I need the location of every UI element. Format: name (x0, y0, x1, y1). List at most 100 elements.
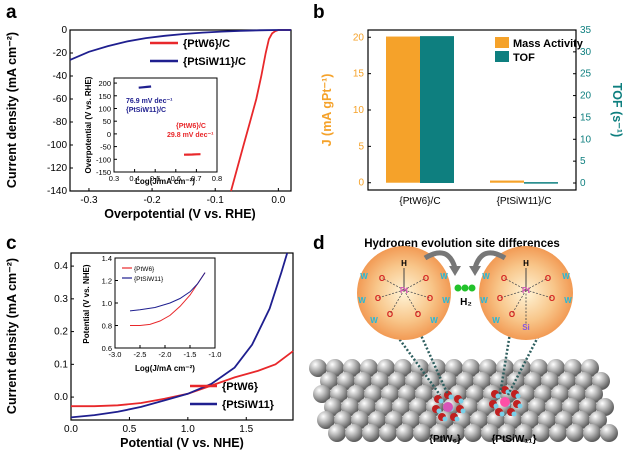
cluster-w-atom (511, 411, 517, 417)
chart-c-inset-ytick-label: 1.0 (102, 299, 112, 308)
chart-b-ytick-right-label: 5 (580, 156, 586, 167)
chart-a-inset-xtick-label: 0.7 (191, 174, 201, 183)
chart-b-ytick-right-label: 30 (580, 47, 592, 58)
left-zoom-connector (393, 332, 442, 396)
chart-a-inset-series-line-0 (138, 85, 152, 89)
h-atom-icon (454, 284, 462, 292)
chart-a-inset-ytick-label: 200 (98, 79, 111, 88)
chart-c-inset-xtick-label: -1.0 (209, 350, 222, 359)
chart-a-inset-ytick-label: -150 (96, 168, 111, 177)
chart-a-inset-ytick-label: -50 (100, 143, 111, 152)
chart-c-ytick-label: 0.4 (54, 261, 68, 272)
cluster-w-atom (458, 398, 464, 404)
chart-c-xtick-label: 1.0 (181, 424, 195, 435)
legend-b-swatch-tof (495, 51, 509, 62)
o-atom-label: O (549, 294, 555, 303)
chart-b-ytick-right-label: 20 (580, 91, 592, 102)
chart-c-series-line-0 (71, 350, 294, 408)
surface-atom (345, 424, 363, 442)
chart-a-inset-xtick-label: 0.8 (212, 174, 222, 183)
inset-a-annotation-ptw6-slope: 29.8 mV dec⁻¹ (167, 132, 214, 139)
chart-c-xtick-label: 0.0 (64, 424, 78, 435)
chart-a-inset-ytick-label: 150 (98, 92, 111, 101)
bond-line (403, 289, 431, 299)
w-atom-label: W (430, 316, 438, 325)
right-arrow-icon (472, 250, 507, 269)
chart-c-inset-xtick-label: -3.0 (109, 350, 122, 359)
h-atom-label: H (401, 259, 407, 268)
cluster-w-atom (448, 394, 454, 400)
legend-b-label-mass-activity: Mass Activity (513, 38, 584, 50)
surface-atom (430, 424, 448, 442)
bond-line (377, 289, 405, 299)
chart-c-frame (70, 252, 294, 421)
chart-c-inset-series-line-0 (130, 272, 206, 326)
legend-c-label-ptw6: {PtW6} (222, 381, 259, 393)
chart-a-inset-xtick-label: 0.4 (129, 174, 139, 183)
right-cluster-label: {PtSiW₁₁} (492, 434, 537, 445)
surface-atom (379, 424, 397, 442)
cluster-w-atom (442, 416, 448, 422)
surface-atom (309, 359, 327, 377)
chart-b-ytick-right-label: 25 (580, 69, 592, 80)
chart-a-series-line-1 (69, 29, 291, 61)
chart-a-inset-frame (113, 77, 218, 173)
o-atom-label: O (427, 294, 433, 303)
chart-c-ytick-label: 0.2 (54, 327, 68, 338)
left-arrowhead-icon (449, 266, 461, 276)
o-atom-label: O (545, 274, 551, 283)
chart-a-frame (69, 29, 292, 192)
chart-b-ytick-right-label: 15 (580, 112, 592, 123)
chart-b-category-label: {PtSiW11}/C (497, 196, 552, 207)
chart-a-ytick-label: -60 (53, 94, 68, 105)
o-atom-label: O (501, 274, 507, 283)
cluster-w-atom (436, 408, 442, 414)
chart-a-inset-ytick-label: 100 (98, 104, 111, 113)
w-atom-label: W (358, 296, 366, 305)
chart-b-ytick-left-label: 20 (353, 32, 365, 43)
o-atom-label: O (415, 310, 421, 319)
bond-line (525, 289, 553, 299)
chart-a-xtick-label: -0.1 (207, 195, 225, 206)
surface-atom (464, 424, 482, 442)
chart-c-xlabel: Potential (V vs. NHE) (120, 436, 244, 450)
cluster-w-atom (438, 398, 444, 404)
chart-a-inset-xtick-label: 0.6 (171, 174, 181, 183)
surface-atom (481, 424, 499, 442)
h2-label: H₂ (460, 297, 472, 308)
cluster-w-atom (460, 408, 466, 414)
chart-b-bar-1-0 (420, 36, 454, 184)
chart-b-ytick-right-label: 10 (580, 134, 592, 145)
pt-atom-label: Pt (400, 286, 408, 295)
surface-atom (532, 424, 550, 442)
panel-label-b: b (313, 2, 325, 23)
surface-atom (498, 424, 516, 442)
chart-c-inset-ytick-label: 0.6 (102, 344, 112, 353)
cluster-pt-atom (443, 402, 453, 412)
chart-a-inset-xtick-label: 0.3 (109, 174, 119, 183)
chart-a-ylabel: Current density (mA cm⁻²) (5, 32, 19, 188)
surface-atom (313, 385, 331, 403)
bond-line (403, 277, 427, 291)
w-atom-label: W (482, 272, 490, 281)
inset-a-annotation-ptsiw11-slope: 76.9 mV dec⁻¹ (126, 98, 173, 105)
panel-label-a: a (6, 2, 17, 23)
bond-line (499, 289, 527, 299)
chart-b-ytick-left-label: 0 (358, 178, 364, 189)
cluster-w-atom (517, 403, 523, 409)
bond-line (389, 289, 405, 315)
chart-b-bar-1-1 (524, 182, 558, 184)
surface-atom (317, 411, 335, 429)
w-atom-label: W (492, 316, 500, 325)
chart-a: -0.3 -0.2 -0.1 0.0 0 -20 -40 -60 -80 -100 -120 -140… (5, 25, 292, 221)
chart-c: 0.0 0.5 1.0 1.5 0.4 0.3 0.2 0.1 0.0 Potential (V… (5, 252, 294, 450)
legend-c-label-ptsiw11: {PtSiW11} (222, 399, 275, 411)
chart-c-inset-xtick-label: -2.0 (159, 350, 172, 359)
chart-c-inset-xtick-label: -1.5 (184, 350, 197, 359)
chart-b-ylabel-left: J (mA gPt⁻¹) (320, 74, 334, 147)
o-atom-label: O (387, 310, 393, 319)
chart-a-ytick-label: -80 (53, 117, 68, 128)
inset-c-legend-label-ptw6: {PtW6} (134, 266, 155, 273)
